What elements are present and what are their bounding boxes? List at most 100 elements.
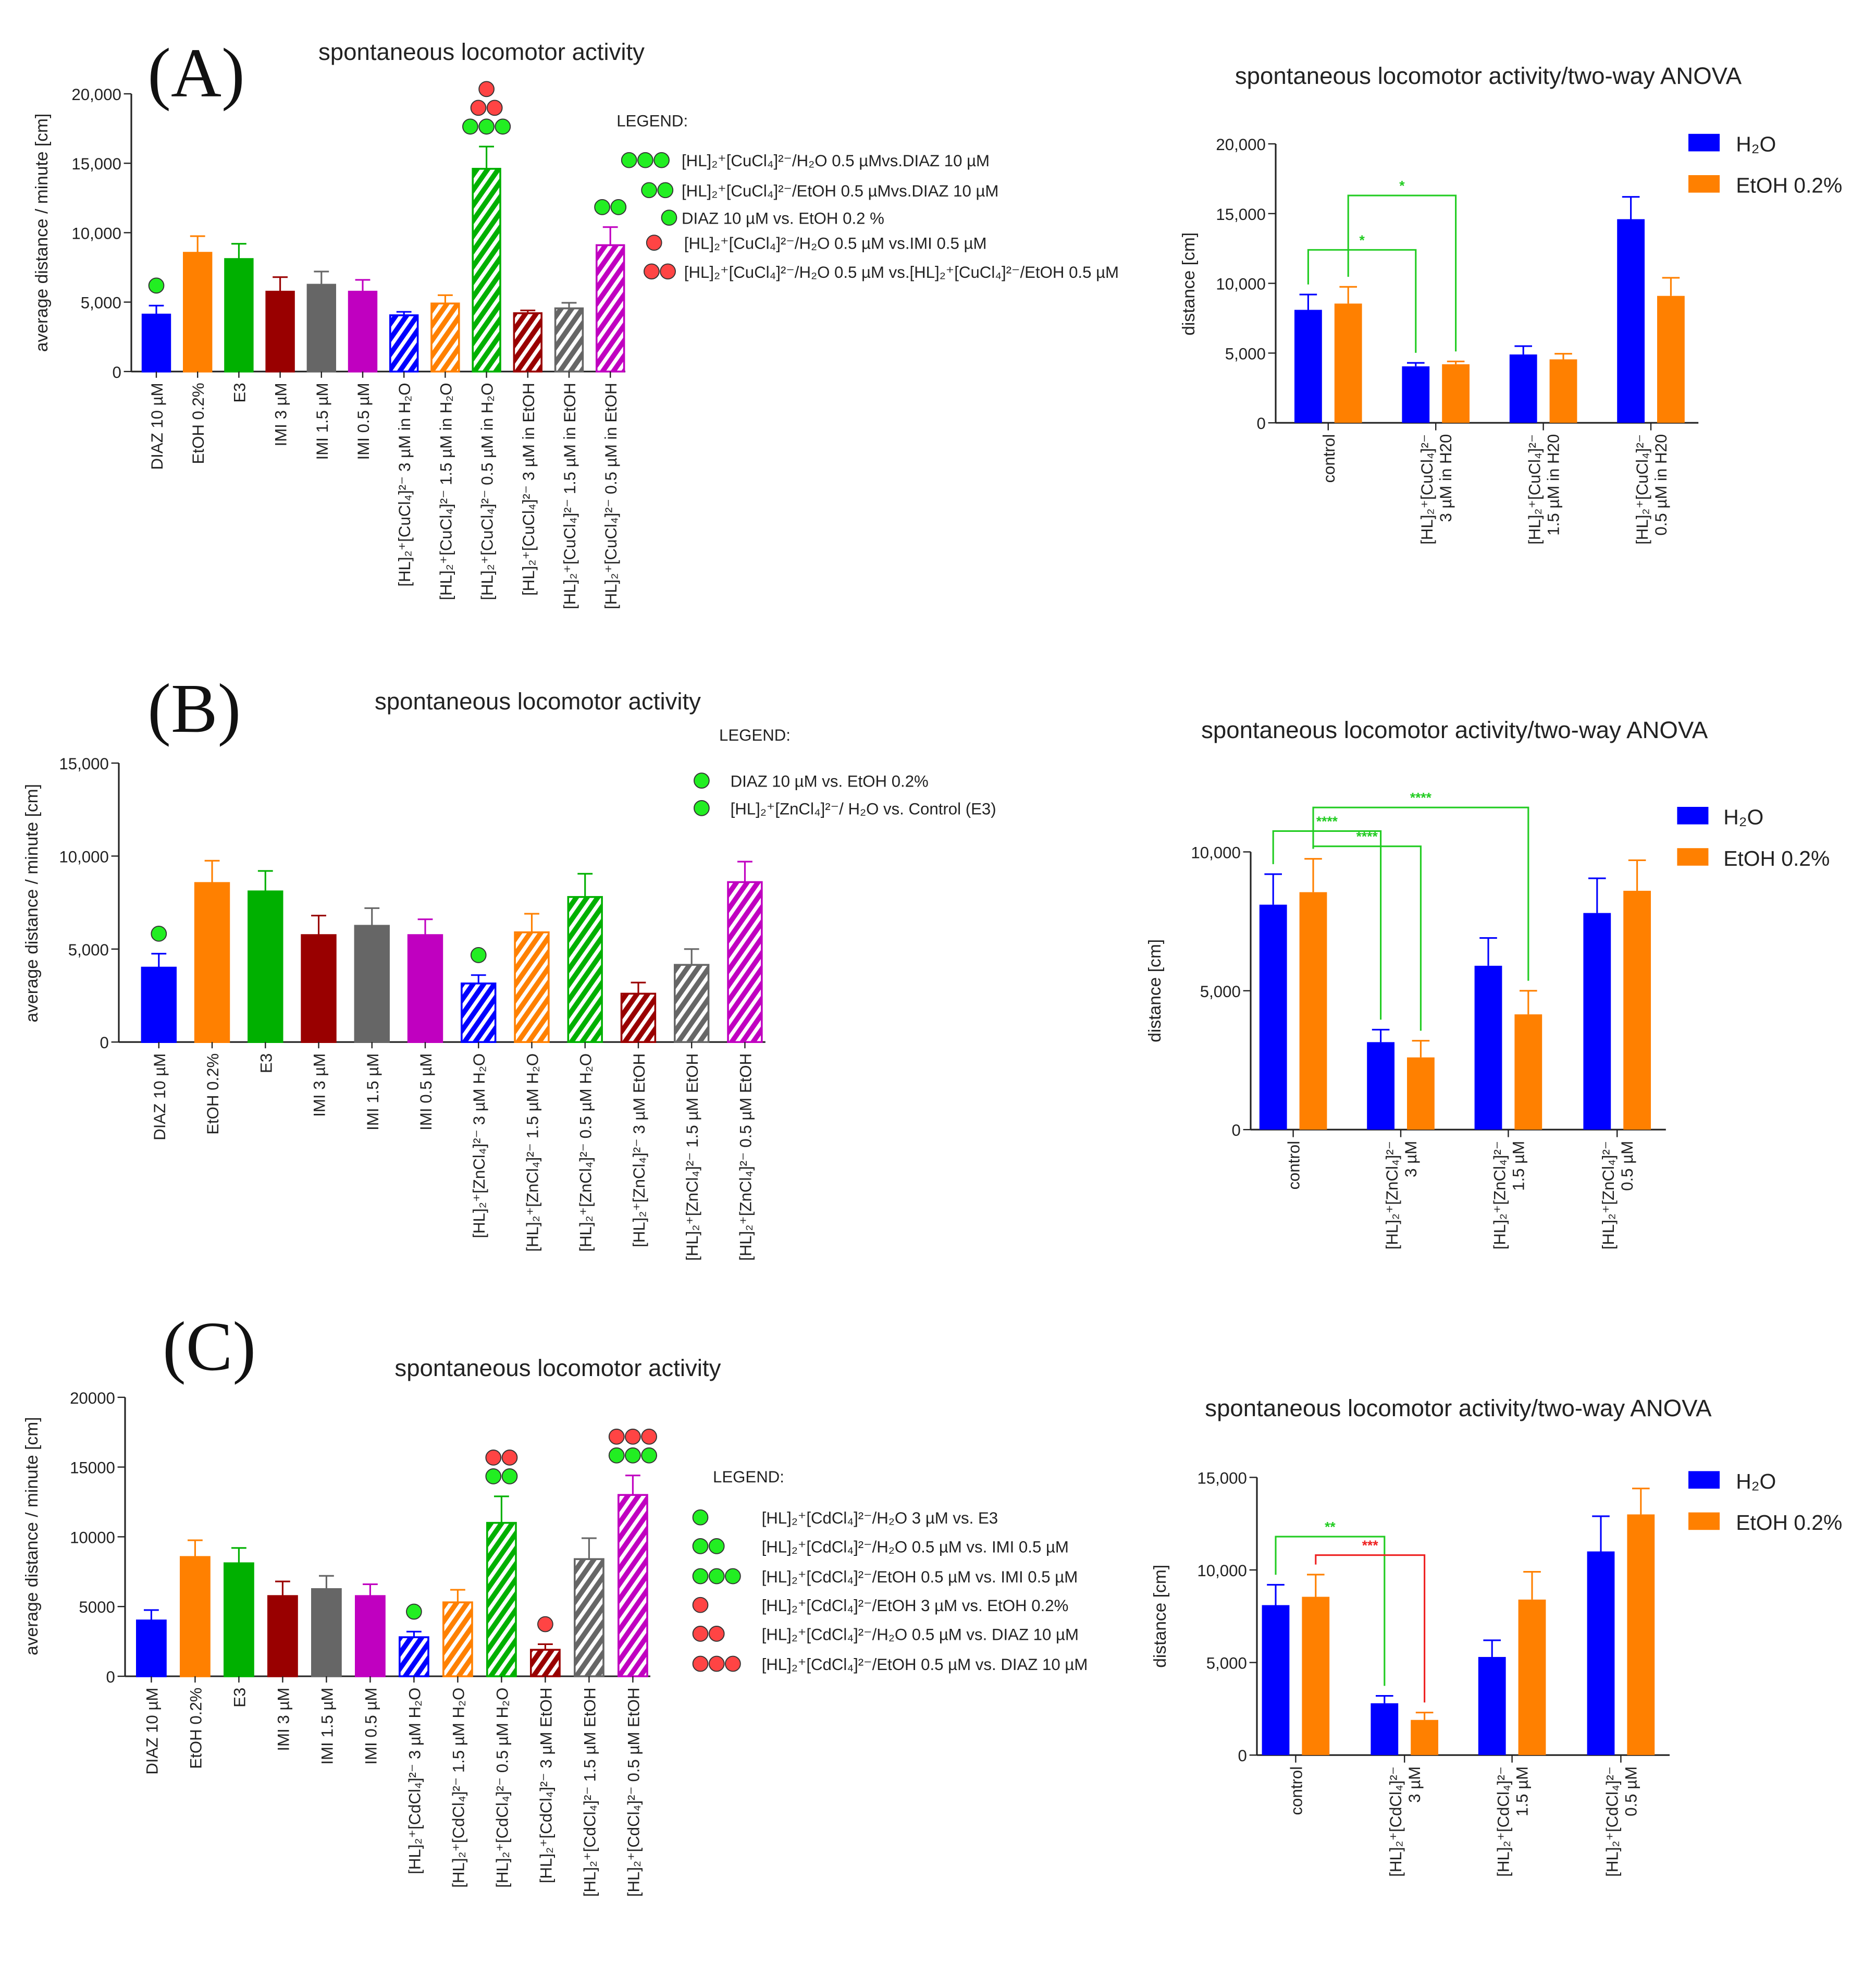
bar [620, 992, 657, 1044]
x-tick-label: [HL]₂⁺[CdCl₄]²⁻ [1495, 1766, 1513, 1877]
x-tick-label: [HL]₂⁺[CuCl₄]²⁻ 0.5 µM in H₂O [478, 383, 497, 600]
bar [1617, 219, 1645, 423]
bar [224, 258, 254, 373]
x-tick-label: [HL]₂⁺[ZnCl₄]²⁻ 1.5 µM H₂O [523, 1053, 541, 1252]
legend-title: LEGEND: [616, 112, 688, 130]
legend-marker [644, 263, 660, 280]
bar [567, 896, 603, 1043]
y-tick-label: 5,000 [1225, 345, 1266, 363]
y-tick-label: 5,000 [81, 294, 121, 312]
bar [389, 314, 419, 373]
y-tick-label: 20000 [70, 1389, 115, 1407]
y-tick-label: 5,000 [1200, 983, 1241, 1001]
legend-entry: [HL]₂⁺[CdCl₄]²⁻/EtOH 0.5 µM vs. DIAZ 10 … [762, 1655, 1088, 1674]
x-tick-label: 1.5 µM in H20 [1545, 434, 1563, 536]
chart-title: spontaneous locomotor activity/two-way A… [1205, 1395, 1712, 1421]
bar [1262, 1605, 1290, 1756]
bar [1509, 354, 1537, 423]
legend-entry: [HL]₂⁺[CdCl₄]²⁻/H₂O 3 µM vs. E3 [762, 1509, 998, 1527]
legend-title: LEGEND: [713, 1468, 784, 1486]
x-tick-label: DIAZ 10 µM [151, 1053, 169, 1140]
y-tick-label: 10,000 [1191, 843, 1240, 862]
y-tick-label: 20,000 [1216, 136, 1265, 154]
bar [486, 1521, 517, 1677]
y-tick-label: 10,000 [1216, 275, 1265, 293]
significance-marker [462, 118, 478, 135]
legend-marker [637, 152, 653, 168]
x-tick-label: 0.5 µM [1618, 1141, 1636, 1191]
x-tick-label: IMI 0.5 µM [362, 1688, 380, 1765]
significance-marker [608, 1428, 625, 1445]
bar [1302, 1597, 1330, 1756]
y-tick-label: 0 [100, 1034, 108, 1052]
significance-marker [486, 100, 503, 116]
y-tick-label: 10000 [70, 1528, 115, 1546]
bar [1623, 890, 1651, 1130]
bar [354, 925, 390, 1043]
legend-marker [692, 1538, 709, 1554]
x-tick-label: [HL]₂⁺[CdCl₄]²⁻ [1603, 1766, 1621, 1877]
panel-letter-a: (A) [147, 34, 245, 112]
x-tick-label: IMI 3 µM [274, 1688, 292, 1751]
significance-marker [151, 925, 167, 942]
bar [355, 1595, 386, 1677]
significance-marker [537, 1616, 553, 1632]
x-tick-label: [HL]₂⁺[CdCl₄]²⁻ 3 µM H₂O [405, 1688, 424, 1874]
bar [141, 966, 177, 1043]
legend-swatch [1688, 1471, 1720, 1489]
x-tick-label: [HL]₂⁺[ZnCl₄]²⁻ [1383, 1141, 1401, 1250]
bar [1583, 913, 1611, 1130]
legend-entry: [HL]₂⁺[CdCl₄]²⁻/EtOH 3 µM vs. EtOH 0.2% [762, 1597, 1069, 1615]
legend-marker [708, 1655, 725, 1672]
x-tick-label: 3 µM in H20 [1437, 434, 1455, 522]
legend-marker [725, 1655, 741, 1672]
legend-marker [657, 182, 674, 199]
legend-swatch [1688, 133, 1720, 152]
legend-marker [708, 1626, 725, 1642]
x-tick-label: 1.5 µM [1513, 1766, 1532, 1816]
significance-marker [594, 199, 610, 215]
significance-marker [625, 1428, 641, 1445]
x-tick-label: EtOH 0.2% [204, 1053, 222, 1135]
y-tick-label: 15,000 [71, 155, 121, 173]
x-tick-label: [HL]₂⁺[ZnCl₄]²⁻ 3 µM H₂O [470, 1053, 488, 1238]
x-tick-label: [HL]₂⁺[CuCl₄]²⁻ 3 µM in H₂O [396, 383, 414, 586]
y-tick-label: 5,000 [1206, 1654, 1247, 1673]
legend-marker [692, 1597, 709, 1613]
legend-marker [708, 1538, 725, 1554]
x-tick-label: 3 µM [1405, 1766, 1424, 1803]
bar [674, 964, 710, 1044]
significance-bracket [1312, 845, 1422, 1031]
significance-bracket [1272, 830, 1382, 1020]
x-tick-label: E3 [230, 1688, 249, 1708]
legend-entry: [HL]₂⁺[ZnCl₄]²⁻/ H₂O vs. Control (E3) [731, 800, 996, 818]
y-tick-label: 0 [106, 1668, 115, 1686]
significance-marker [406, 1603, 422, 1620]
x-tick-label: 3 µM [1402, 1141, 1420, 1177]
y-tick-label: 0 [1231, 1121, 1240, 1139]
bar [1407, 1057, 1435, 1130]
bar [224, 1562, 254, 1677]
legend-marker [661, 210, 677, 226]
bar [1627, 1514, 1655, 1756]
chart-title: spontaneous locomotor activity/two-way A… [1235, 63, 1742, 89]
legend-label: EtOH 0.2% [1736, 174, 1842, 198]
legend-marker [646, 235, 662, 251]
x-tick-label: [HL]₂⁺[CuCl₄]²⁻ 1.5 µM in H₂O [437, 383, 455, 600]
x-tick-label: control [1285, 1141, 1303, 1190]
y-tick-label: 20,000 [71, 85, 121, 104]
chart-1: spontaneous locomotor activity/two-way A… [1179, 63, 1842, 545]
bar [306, 284, 336, 373]
y-tick-label: 10,000 [1197, 1562, 1246, 1580]
x-tick-label: [HL]₂⁺[CuCl₄]²⁻ 3 µM in EtOH [520, 383, 538, 595]
legend-marker [621, 152, 637, 168]
significance-label: **** [1316, 814, 1338, 829]
bar [430, 302, 460, 373]
bar [265, 290, 295, 373]
legend-title: LEGEND: [719, 726, 791, 744]
bar [1411, 1720, 1438, 1756]
x-tick-label: IMI 1.5 µM [318, 1688, 336, 1765]
y-tick-label: 10,000 [59, 848, 108, 866]
chart-3: spontaneous locomotor activity/two-way A… [1145, 717, 1830, 1249]
bar [1334, 303, 1362, 423]
